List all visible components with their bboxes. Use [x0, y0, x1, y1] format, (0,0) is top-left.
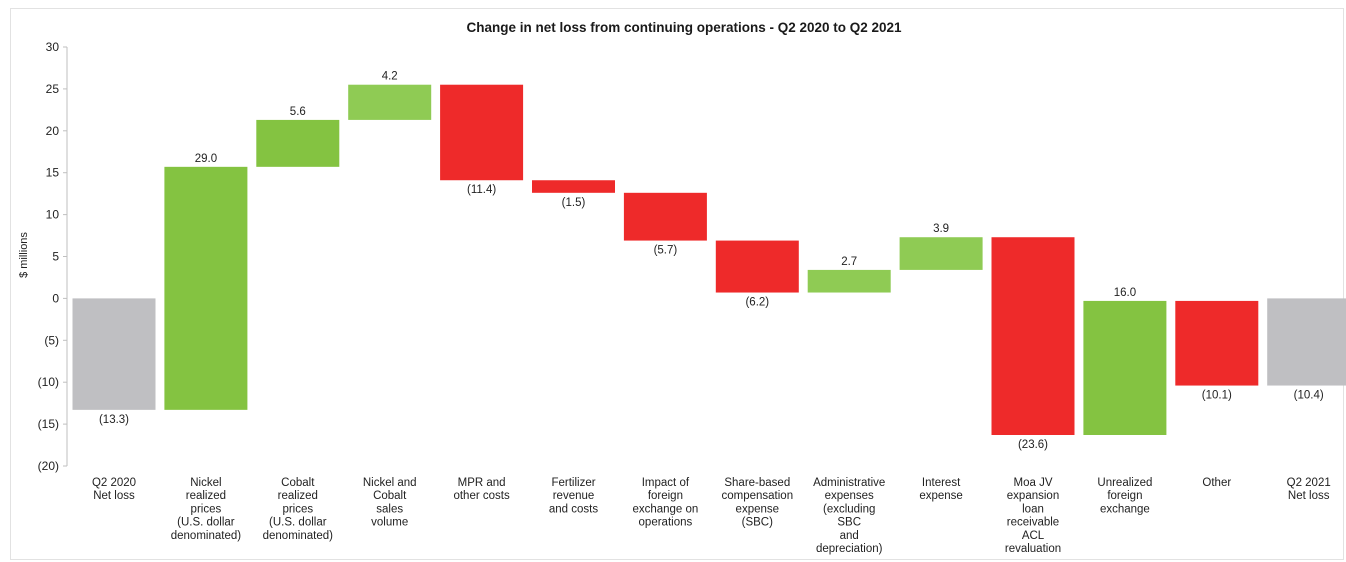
waterfall-bar [532, 180, 615, 193]
value-label: 5.6 [290, 106, 306, 118]
chart-title: Change in net loss from continuing opera… [466, 20, 902, 35]
waterfall-bar [899, 237, 983, 270]
category-label: Nickel and Cobalt sales volume [363, 477, 417, 529]
category-label: Other [1202, 477, 1231, 489]
y-tick-label: 30 [46, 40, 60, 54]
category-label: Unrealized foreign exchange [1097, 477, 1152, 515]
value-label: 3.9 [933, 223, 949, 235]
value-labels-layer: (13.3) 29.0 5.6 4.2 (11.4) (1.5) (5.7) (6.2) 2.7… [99, 71, 1324, 451]
y-tick-label: (10) [38, 375, 59, 389]
y-tick-label: (20) [38, 459, 59, 473]
waterfall-bar [256, 119, 340, 167]
value-label: (10.1) [1202, 390, 1232, 402]
category-label: Moa JV expansion loan receivable ACL revaluat… [1005, 477, 1061, 555]
category-labels-layer: Q2 2020 Net loss Nickel realized prices (U.S.… [92, 477, 1331, 555]
category-label: Fertilizer revenue and costs [549, 477, 598, 515]
y-tick-label: (5) [44, 333, 59, 347]
y-tick-label: (15) [38, 417, 59, 431]
y-axis-label: $ millions [18, 232, 30, 278]
waterfall-bar [1083, 300, 1167, 435]
value-label: (13.3) [99, 414, 129, 426]
y-tick-label: 20 [46, 124, 60, 138]
waterfall-bar [991, 237, 1075, 435]
value-label: (5.7) [654, 245, 678, 257]
y-tick-label: 10 [46, 208, 60, 222]
y-tick-label: 25 [46, 82, 60, 96]
category-label: Nickel realized prices (U.S. dollar denomina… [171, 477, 241, 542]
value-label: (10.4) [1294, 390, 1324, 402]
category-label: Impact of foreign exchange on operations [632, 477, 698, 529]
category-label: MPR and other costs [453, 477, 509, 502]
category-label: Cobalt realized prices (U.S. dollar denomina… [263, 477, 333, 542]
waterfall-bar [623, 192, 707, 241]
category-label: Administrative expenses (excluding SBC and de… [813, 477, 885, 555]
chart-frame [10, 8, 1344, 560]
waterfall-bar [1175, 300, 1259, 386]
y-tick-label: 5 [52, 250, 59, 264]
waterfall-bar [72, 298, 156, 410]
waterfall-bar [348, 84, 432, 120]
value-label: 29.0 [195, 153, 217, 165]
waterfall-bar [1267, 298, 1346, 386]
category-label: Q2 2021 Net loss [1287, 477, 1331, 502]
category-label: Q2 2020 Net loss [92, 477, 136, 502]
y-tick-label: 15 [46, 166, 60, 180]
waterfall-bar [440, 84, 524, 181]
waterfall-bar [807, 269, 891, 293]
y-tick-label: 0 [52, 291, 59, 305]
value-label: 2.7 [841, 256, 857, 268]
value-label: (23.6) [1018, 439, 1048, 451]
value-label: (6.2) [745, 297, 769, 309]
waterfall-bar [715, 240, 799, 293]
value-label: 16.0 [1114, 287, 1136, 299]
value-label: (11.4) [467, 184, 496, 196]
bars-layer [72, 84, 1346, 435]
axis-layer: 30 25 20 15 10 5 0 (5) (10) (15) (20) [38, 40, 68, 473]
waterfall-bar [164, 166, 248, 410]
category-label: Share-based compensation expense (SBC) [721, 477, 793, 529]
value-label: (1.5) [562, 197, 586, 209]
value-label: 4.2 [382, 71, 398, 83]
category-label: Interest expense [919, 477, 962, 502]
